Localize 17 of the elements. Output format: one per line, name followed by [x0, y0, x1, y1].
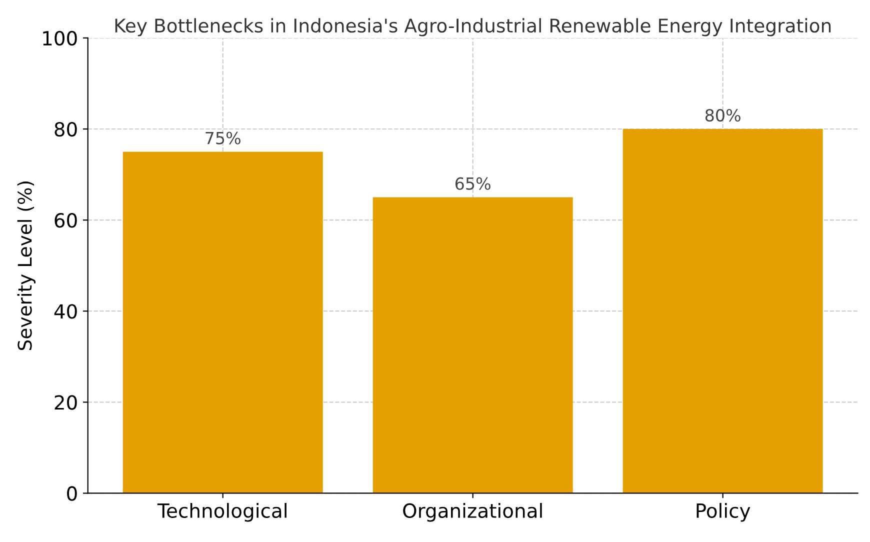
- y-tick-label: 80: [54, 122, 77, 137]
- bar: [372, 197, 573, 494]
- y-tick-label: 60: [54, 213, 77, 228]
- x-tick-label: Policy: [696, 502, 750, 522]
- y-tick-label: 20: [54, 395, 77, 410]
- y-axis-title: Severity Level (%): [17, 182, 36, 350]
- x-tick-label: Organizational: [403, 502, 542, 522]
- y-tick-label: 0: [67, 486, 77, 501]
- data-label: 80%: [705, 108, 740, 122]
- y-tick-label: 100: [43, 30, 77, 46]
- x-tick-label: Technological: [157, 502, 286, 522]
- data-label: 65%: [455, 177, 490, 190]
- y-tick-label: 40: [54, 304, 77, 319]
- bar: [622, 128, 823, 494]
- data-label: 75%: [206, 132, 240, 144]
- chart-title: Key Bottlenecks in Indonesia's Agro-Industrial Renewable Energy Integration: [115, 18, 831, 36]
- bar: [122, 152, 323, 494]
